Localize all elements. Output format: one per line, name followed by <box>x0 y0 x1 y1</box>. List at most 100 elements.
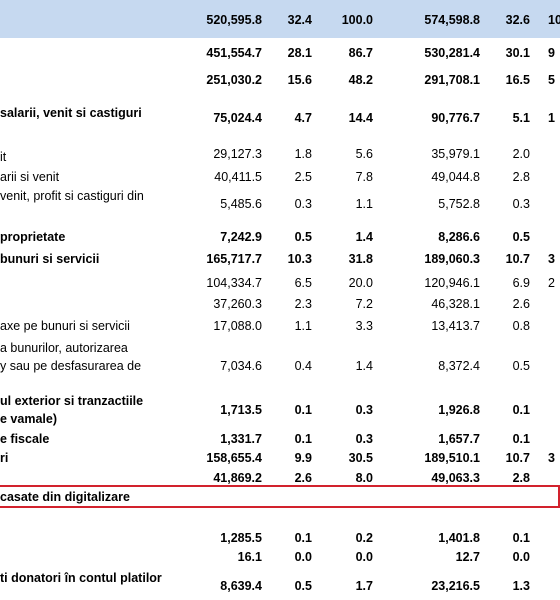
cell-value: 6.5 <box>294 276 312 290</box>
cell-value: 291,708.1 <box>424 73 480 87</box>
cell-value: 5,752.8 <box>438 197 480 211</box>
cell-value: 158,655.4 <box>206 451 262 465</box>
row-label: ti donatori în contul platilor <box>0 571 162 585</box>
cell-value: 5,485.6 <box>220 197 262 211</box>
cell-value: 0.8 <box>512 319 530 333</box>
cell-value: 0.3 <box>355 432 373 446</box>
cell-value: 2.6 <box>512 297 530 311</box>
cell-value: 530,281.4 <box>424 46 480 60</box>
cell-value: 1.7 <box>355 579 373 593</box>
cell-value: 13,413.7 <box>431 319 480 333</box>
cell-value: 75,024.4 <box>213 111 262 125</box>
cell-value: 0.1 <box>512 432 530 446</box>
cell-value: 10.3 <box>287 252 312 266</box>
cell-value: 2 <box>548 276 555 290</box>
cell-value: 104,334.7 <box>206 276 262 290</box>
cell-value: 2.6 <box>294 471 312 485</box>
cell-value: 15.6 <box>287 73 312 87</box>
cell-value: 0.3 <box>355 403 373 417</box>
cell-value: 16.1 <box>237 550 262 564</box>
cell-value: 5.1 <box>512 111 530 125</box>
cell-value: 1 <box>548 111 555 125</box>
highlight-box <box>0 485 560 508</box>
cell-value: 17,088.0 <box>213 319 262 333</box>
cell-value: 41,869.2 <box>213 471 262 485</box>
cell-value: 30.1 <box>505 46 530 60</box>
cell-value: 1,401.8 <box>438 531 480 545</box>
cell-value: 0.5 <box>294 579 312 593</box>
cell-value: 1.1 <box>294 319 312 333</box>
cell-value: 49,044.8 <box>431 170 480 184</box>
cell-value: 0.1 <box>294 403 312 417</box>
cell-value: 0.1 <box>294 531 312 545</box>
cell-value: 1.3 <box>512 579 530 593</box>
cell-value: 3.3 <box>355 319 373 333</box>
row-label: y sau pe desfasurarea de <box>0 359 142 373</box>
cell-value: 10.7 <box>505 451 530 465</box>
cell-value: 0.0 <box>512 550 530 564</box>
cell-value: 0.2 <box>355 531 373 545</box>
cell-value: 0.1 <box>512 531 530 545</box>
cell-value: 1,713.5 <box>220 403 262 417</box>
cell-value: 46,328.1 <box>431 297 480 311</box>
cell-value: 4.7 <box>294 111 312 125</box>
cell-value: 1.4 <box>355 359 373 373</box>
cell-value: 49,063.3 <box>431 471 480 485</box>
row-label: it <box>0 150 7 164</box>
row-label: ul exterior si tranzactiile <box>0 394 144 408</box>
cell-value: 86.7 <box>348 46 373 60</box>
cell-value: 37,260.3 <box>213 297 262 311</box>
row-label: casate din digitalizare <box>0 490 130 504</box>
row-label: e fiscale <box>0 432 50 446</box>
cell-value: 120,946.1 <box>424 276 480 290</box>
cell-value: 1.1 <box>355 197 373 211</box>
cell-value: 0.0 <box>294 550 312 564</box>
cell-value: 1,926.8 <box>438 403 480 417</box>
cell-value: 35,979.1 <box>431 147 480 161</box>
cell-value: 30.5 <box>348 451 373 465</box>
row-label: bunuri si servicii <box>0 252 100 266</box>
cell-value: 451,554.7 <box>206 46 262 60</box>
cell-value: 3 <box>548 451 555 465</box>
cell-value: 0.1 <box>294 432 312 446</box>
row-label: arii si venit <box>0 170 60 184</box>
row-label: e vamale) <box>0 412 57 426</box>
cell-value: 2.0 <box>512 147 530 161</box>
cell-value: 10 <box>548 13 560 27</box>
cell-value: 189,060.3 <box>424 252 480 266</box>
cell-value: 32.4 <box>287 13 312 27</box>
cell-value: 9.9 <box>294 451 312 465</box>
cell-value: 8,639.4 <box>220 579 262 593</box>
cell-value: 0.5 <box>512 230 530 244</box>
cell-value: 7.2 <box>355 297 373 311</box>
cell-value: 2.3 <box>294 297 312 311</box>
header-band <box>0 0 560 38</box>
cell-value: 1,331.7 <box>220 432 262 446</box>
cell-value: 8.0 <box>355 471 373 485</box>
cell-value: 32.6 <box>505 13 530 27</box>
cell-value: 0.5 <box>512 359 530 373</box>
cell-value: 28.1 <box>287 46 312 60</box>
cell-value: 3 <box>548 252 555 266</box>
cell-value: 189,510.1 <box>424 451 480 465</box>
cell-value: 165,717.7 <box>206 252 262 266</box>
row-label: proprietate <box>0 230 66 244</box>
cell-value: 31.8 <box>348 252 373 266</box>
row-label: salarii, venit si castiguri <box>0 106 142 120</box>
cell-value: 2.5 <box>294 170 312 184</box>
cell-value: 1,657.7 <box>438 432 480 446</box>
cell-value: 251,030.2 <box>206 73 262 87</box>
cell-value: 5 <box>548 73 555 87</box>
cell-value: 1.4 <box>355 230 373 244</box>
cell-value: 23,216.5 <box>431 579 480 593</box>
cell-value: 2.8 <box>512 471 530 485</box>
cell-value: 14.4 <box>348 111 373 125</box>
cell-value: 0.5 <box>294 230 312 244</box>
row-label: axe pe bunuri si servicii <box>0 319 130 333</box>
cell-value: 9 <box>548 46 555 60</box>
cell-value: 1,285.5 <box>220 531 262 545</box>
row-label: ri <box>0 451 9 465</box>
cell-value: 7,034.6 <box>220 359 262 373</box>
cell-value: 0.3 <box>294 197 312 211</box>
